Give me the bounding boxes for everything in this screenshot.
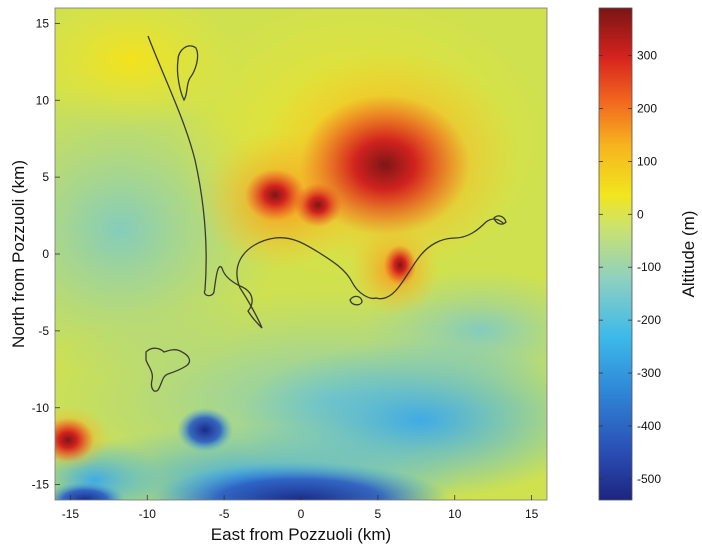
y-tick-label: -10 — [32, 401, 50, 415]
x-tick-label: 5 — [375, 507, 382, 521]
y-axis-ticks: -15 -10 -5 0 5 10 15 — [32, 16, 60, 492]
y-tick-label: 0 — [42, 247, 49, 261]
y-tick-label: 5 — [42, 170, 49, 184]
x-tick-label: -10 — [139, 507, 157, 521]
y-tick-label: -5 — [38, 324, 49, 338]
x-tick-label: 15 — [525, 507, 539, 521]
x-tick-label: -15 — [62, 507, 80, 521]
colorbar-tick-label: -500 — [637, 472, 661, 486]
colorbar-ticks: -500 -400 -300 -200 -100 0 100 200 300 — [599, 49, 661, 486]
colorbar-tick-label: -100 — [637, 260, 661, 274]
heatmap-surface — [55, 8, 547, 500]
colorbar-tick-label: -300 — [637, 366, 661, 380]
colorbar-tick-label: 300 — [637, 49, 657, 63]
y-tick-label: 10 — [36, 93, 50, 107]
coastline-lake — [176, 45, 199, 102]
coastline-island — [145, 347, 191, 392]
coastline-tip — [493, 215, 507, 225]
colorbar-tick-label: -200 — [637, 313, 661, 327]
x-tick-label: -5 — [219, 507, 230, 521]
x-axis-ticks: -15 -10 -5 0 5 10 15 — [62, 495, 539, 521]
y-tick-label: -15 — [32, 478, 50, 492]
y-axis-label: North from Pozzuoli (km) — [9, 160, 28, 348]
colorbar-tick-label: 100 — [637, 154, 657, 168]
coastline-islet — [349, 295, 363, 306]
x-axis-label: East from Pozzuoli (km) — [211, 525, 391, 544]
colorbar-tick-label: 200 — [637, 102, 657, 116]
colorbar-tick-label: 0 — [637, 207, 644, 221]
x-tick-label: 0 — [298, 507, 305, 521]
y-tick-label: 15 — [36, 16, 50, 30]
coastline-main — [147, 35, 505, 329]
coastline — [145, 35, 507, 392]
colorbar-label: Altitude (m) — [679, 211, 698, 298]
x-tick-label: 10 — [448, 507, 462, 521]
colorbar — [598, 7, 633, 501]
colorbar-tick-label: -400 — [637, 419, 661, 433]
